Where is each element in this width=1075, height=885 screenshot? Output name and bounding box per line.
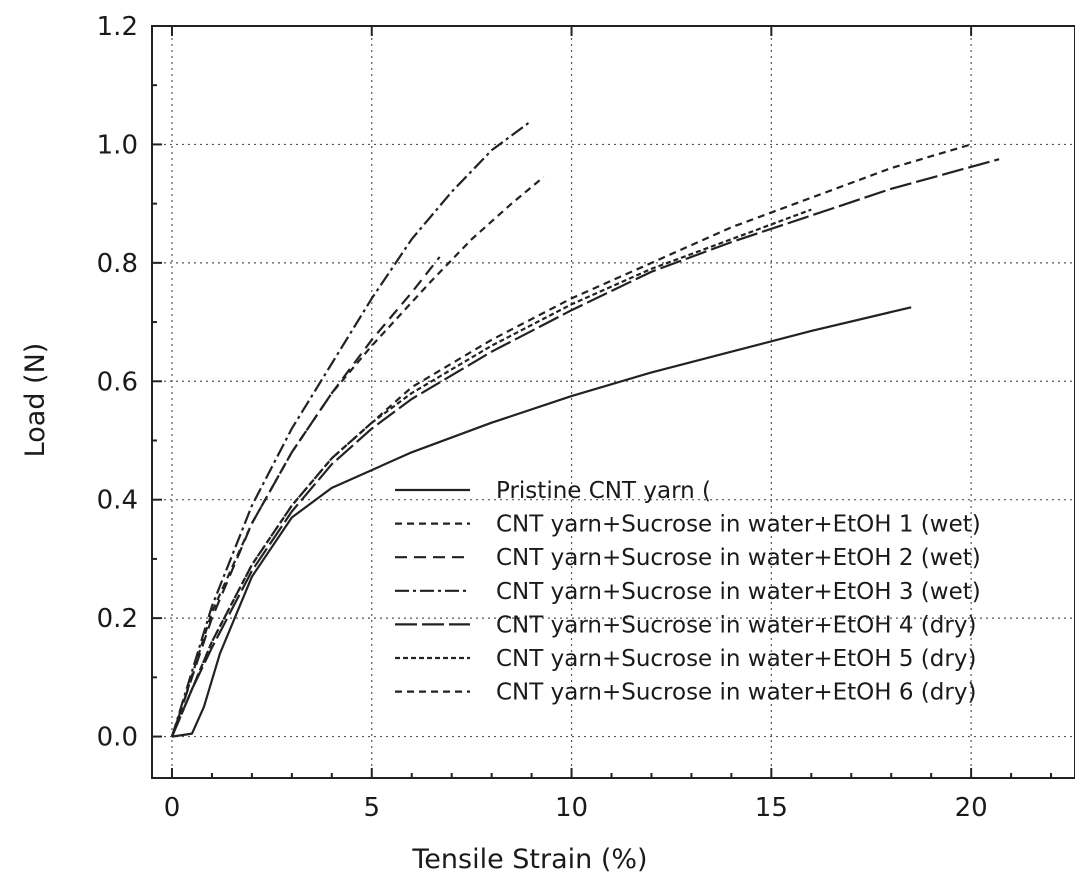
y-tick-label: 0.2 xyxy=(97,604,138,634)
legend-label: CNT yarn+Sucrose in water+EtOH 1 (wet) xyxy=(496,512,981,538)
legend-label: Pristine CNT yarn ( xyxy=(496,478,711,504)
series-line-7 xyxy=(170,143,972,738)
y-axis-label: Load (N) xyxy=(20,343,51,458)
legend-label: CNT yarn+Sucrose in water+EtOH 3 (wet) xyxy=(496,579,981,605)
series-layer xyxy=(170,119,1000,738)
legend: Pristine CNT yarn ( CNT yarn+Sucrose in w… xyxy=(395,478,981,706)
y-tick-label: 1.2 xyxy=(97,12,138,42)
y-tick-label: 0.8 xyxy=(97,249,138,279)
x-axis-label: Tensile Strain (%) xyxy=(411,844,647,875)
series-line-3 xyxy=(170,256,441,737)
series-line-5 xyxy=(170,158,1000,738)
y-tick-label: 1.0 xyxy=(97,130,138,160)
series-line-4 xyxy=(170,119,533,737)
y-tick-label: 0.0 xyxy=(97,723,138,753)
series-line-2 xyxy=(170,176,545,737)
y-tick-label: 0.6 xyxy=(97,367,138,397)
grid-layer xyxy=(152,26,1075,778)
x-tick-label: 0 xyxy=(164,793,181,823)
legend-label: CNT yarn+Sucrose in water+EtOH 5 (dry) xyxy=(496,646,976,672)
series-line-1 xyxy=(171,306,912,738)
x-tick-label: 20 xyxy=(955,793,988,823)
ticks-layer: 0 5 10 15 20 0.0 0.2 0.4 0.6 0.8 1.0 1.2 xyxy=(97,12,1053,823)
plot-frame xyxy=(151,25,1075,779)
y-tick-label: 0.4 xyxy=(97,486,138,516)
legend-label: CNT yarn+Sucrose in water+EtOH 6 (dry) xyxy=(496,680,976,706)
x-tick-label: 15 xyxy=(755,793,788,823)
x-tick-label: 10 xyxy=(555,793,588,823)
legend-label: CNT yarn+Sucrose in water+EtOH 2 (wet) xyxy=(496,545,981,571)
x-tick-label: 5 xyxy=(363,793,380,823)
legend-label: CNT yarn+Sucrose in water+EtOH 4 (dry) xyxy=(496,612,976,638)
